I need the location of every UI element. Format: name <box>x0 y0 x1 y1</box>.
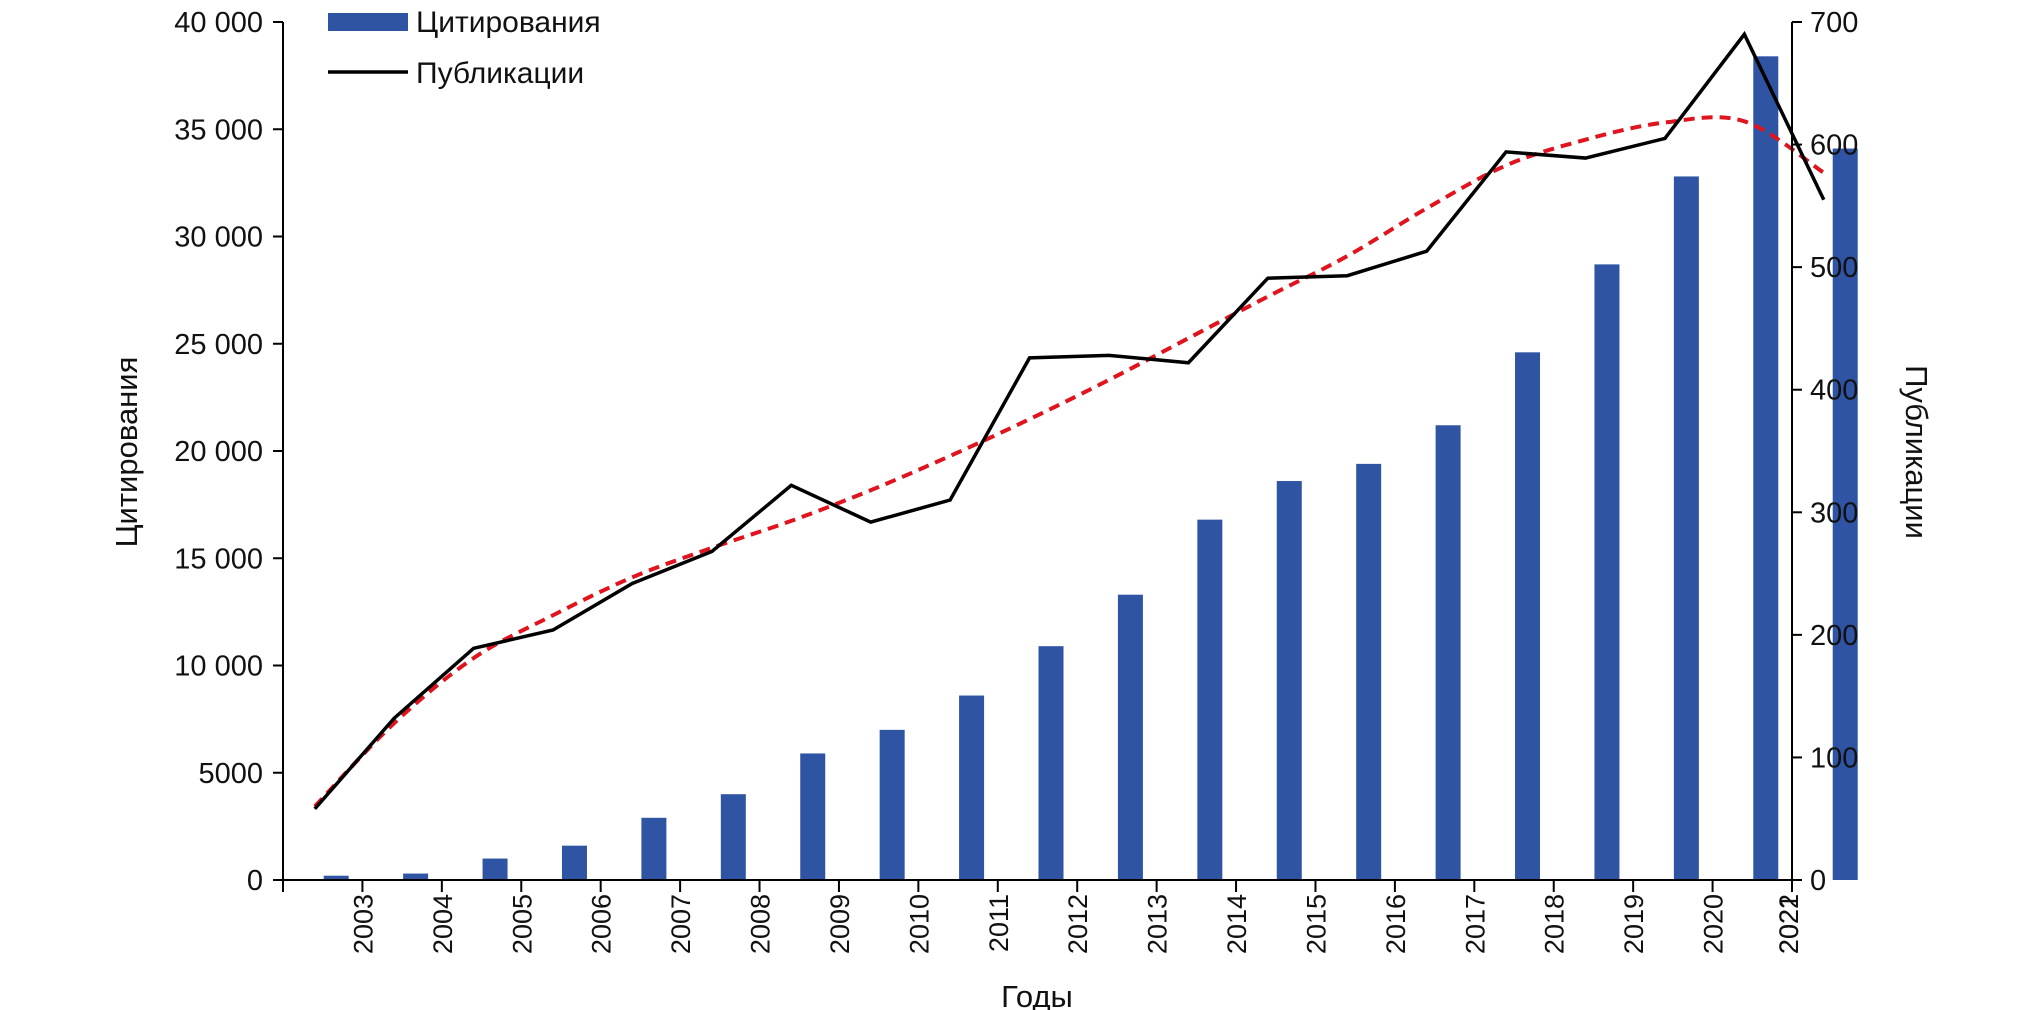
x-tick-label: 2020 <box>1699 894 1729 954</box>
y-left-tick-label: 10 000 <box>174 651 263 683</box>
x-tick-label: 2018 <box>1540 894 1570 954</box>
bar-2010 <box>879 729 905 880</box>
line-series-group <box>313 30 1826 811</box>
x-tick-label: 2019 <box>1619 894 1649 954</box>
bar-2007 <box>641 817 667 880</box>
x-tick-label: 2012 <box>1063 894 1093 954</box>
bar-2017 <box>1435 425 1461 880</box>
bar-2005 <box>482 858 508 880</box>
trendline-publications <box>313 115 1825 808</box>
y-left-tick-label: 15 000 <box>174 543 263 575</box>
y-axis-right-title: Публикации <box>1899 365 1934 539</box>
x-tick-label: 2016 <box>1381 894 1411 954</box>
bar-2015 <box>1276 481 1302 880</box>
bar-2014 <box>1197 519 1223 880</box>
y-right-tick-label: 700 <box>1810 7 1858 39</box>
bar-2009 <box>800 753 826 880</box>
legend-swatch-citations <box>328 13 408 31</box>
x-tick-label: 2009 <box>825 894 855 954</box>
bar-2021 <box>1753 56 1779 880</box>
x-tick-label: 2017 <box>1460 894 1490 954</box>
y-left-tick-label: 0 <box>247 865 263 897</box>
bar-2006 <box>561 845 587 880</box>
bar-2008 <box>720 794 746 880</box>
x-tick-label: 2003 <box>348 894 378 954</box>
y-right-tick-label: 500 <box>1810 252 1858 284</box>
bar-2003 <box>323 875 349 880</box>
bar-2018 <box>1515 352 1541 881</box>
line-publications <box>313 30 1826 811</box>
x-tick-label: 2014 <box>1222 894 1252 954</box>
x-axis-title: Годы <box>1001 979 1073 1010</box>
x-tick-label: 2021 <box>1774 894 1804 954</box>
y-left-tick-label: 20 000 <box>174 436 263 468</box>
bar-2004 <box>403 873 429 880</box>
x-tick-label: 2013 <box>1143 894 1173 954</box>
x-tick-label: 2004 <box>428 894 458 954</box>
x-tick-label: 2022 <box>1774 894 1804 954</box>
legend: Цитирования Публикации <box>328 6 601 90</box>
x-tick-label: 2007 <box>666 894 696 954</box>
y-left-tick-label: 40 000 <box>174 7 263 39</box>
legend-label-publications: Публикации <box>416 57 584 90</box>
y-right-tick-label: 0 <box>1810 865 1826 897</box>
y-left-tick-label: 30 000 <box>174 222 263 254</box>
x-tick-label: 2008 <box>746 894 776 954</box>
x-tick-label: 2006 <box>587 894 617 954</box>
bar-2013 <box>1117 594 1143 880</box>
bar-2022 <box>1832 148 1858 880</box>
bar-2011 <box>959 695 985 880</box>
y-right-tick-label: 100 <box>1810 742 1858 774</box>
x-tick-label: 2005 <box>507 894 537 954</box>
bar-series-group <box>323 56 1858 881</box>
y-left-tick-label: 25 000 <box>174 329 263 361</box>
y-right-tick-label: 400 <box>1810 375 1858 407</box>
y-left-tick-label: 35 000 <box>174 114 263 146</box>
x-tick-label: 2010 <box>904 894 934 954</box>
y-left-tick-label: 5000 <box>198 758 263 790</box>
y-right-tick-label: 600 <box>1810 130 1858 162</box>
x-tick-label: 2011 <box>984 894 1014 952</box>
bar-2020 <box>1673 176 1699 880</box>
bar-2016 <box>1356 463 1382 880</box>
legend-label-citations: Цитирования <box>416 6 601 39</box>
y-right-tick-label: 300 <box>1810 497 1858 529</box>
y-right-tick-label: 200 <box>1810 620 1858 652</box>
y-axis-left-title: Цитирования <box>109 357 144 548</box>
x-tick-label: 2015 <box>1301 894 1331 954</box>
bar-2019 <box>1594 264 1620 880</box>
bar-2012 <box>1038 646 1064 880</box>
